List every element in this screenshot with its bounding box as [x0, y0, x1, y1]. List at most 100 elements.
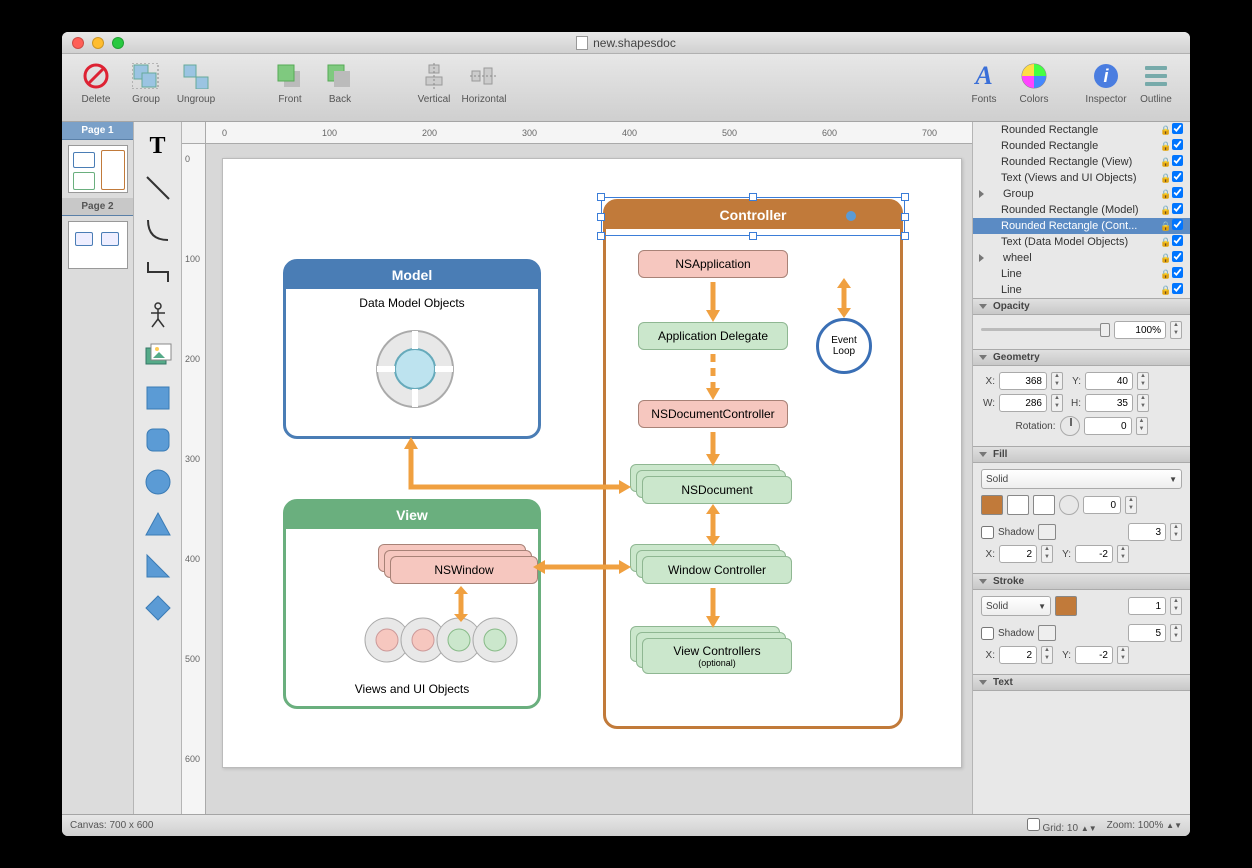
align-vertical-button[interactable]: Vertical: [410, 60, 458, 105]
fill-shadow-x[interactable]: [999, 545, 1037, 563]
nswindow-box[interactable]: NSWindow: [390, 556, 538, 584]
app-delegate-box[interactable]: Application Delegate: [638, 322, 788, 350]
page-thumb-2[interactable]: [68, 221, 128, 269]
group-button[interactable]: Group: [122, 60, 170, 105]
right-triangle-tool[interactable]: [138, 546, 178, 586]
outline-item[interactable]: Line🔒: [973, 266, 1190, 282]
circle-tool[interactable]: [138, 462, 178, 502]
geom-w-input[interactable]: [999, 394, 1047, 412]
outline-item[interactable]: Rounded Rectangle (Model)🔒: [973, 202, 1190, 218]
view-controllers-box[interactable]: View Controllers(optional): [642, 638, 792, 674]
fill-color-swatch-2[interactable]: [1007, 495, 1029, 515]
canvas-area[interactable]: 0100200300400500600700 01002003004005006…: [182, 122, 972, 814]
fill-color-swatch[interactable]: [981, 495, 1003, 515]
opacity-stepper[interactable]: ▲▼: [1170, 321, 1182, 339]
rotation-handle[interactable]: [846, 211, 856, 221]
geom-x-input[interactable]: [999, 372, 1047, 390]
grid-checkbox[interactable]: [1027, 818, 1040, 831]
inspector-panel: Rounded Rectangle🔒Rounded Rectangle🔒Roun…: [972, 122, 1190, 814]
rectangle-tool[interactable]: [138, 378, 178, 418]
outline-item[interactable]: Rounded Rectangle (View)🔒: [973, 154, 1190, 170]
rotation-dial[interactable]: [1060, 416, 1080, 436]
fill-shadow-color[interactable]: [1038, 524, 1056, 540]
geometry-header[interactable]: Geometry: [973, 349, 1190, 366]
model-panel[interactable]: Model Data Model Objects: [283, 259, 541, 439]
outline-item[interactable]: Group🔒: [973, 186, 1190, 202]
text-header[interactable]: Text: [973, 674, 1190, 691]
fonts-button[interactable]: AFonts: [960, 60, 1008, 105]
outline-item[interactable]: Text (Data Model Objects)🔒: [973, 234, 1190, 250]
canvas-size-label: Canvas: 700 x 600: [70, 820, 153, 831]
nsdocument-box[interactable]: NSDocument: [642, 476, 792, 504]
outline-item[interactable]: Rounded Rectangle🔒: [973, 122, 1190, 138]
outline-item[interactable]: Line🔒: [973, 282, 1190, 298]
outline-item[interactable]: wheel🔒: [973, 250, 1190, 266]
nsapplication-box[interactable]: NSApplication: [638, 250, 788, 278]
page-thumb-1[interactable]: [68, 145, 128, 193]
window-controller-box[interactable]: Window Controller: [642, 556, 792, 584]
selection-outline: [601, 197, 905, 236]
event-loop-circle[interactable]: Event Loop: [816, 318, 872, 374]
fill-shadow-blur[interactable]: [1128, 523, 1166, 541]
colors-button[interactable]: Colors: [1010, 60, 1058, 105]
stroke-color-swatch[interactable]: [1055, 596, 1077, 616]
geom-y-input[interactable]: [1085, 372, 1133, 390]
stroke-width-input[interactable]: [1128, 597, 1166, 615]
geom-h-input[interactable]: [1085, 394, 1133, 412]
stroke-type-select[interactable]: Solid▼: [981, 596, 1051, 616]
selection-handle[interactable]: [901, 193, 909, 201]
fill-header[interactable]: Fill: [973, 446, 1190, 463]
fill-angle-input[interactable]: [1083, 496, 1121, 514]
opacity-header[interactable]: Opacity: [973, 298, 1190, 315]
ruler-horizontal: 0100200300400500600700: [206, 122, 972, 144]
fill-shadow-checkbox[interactable]: [981, 526, 994, 539]
opacity-input[interactable]: [1114, 321, 1166, 339]
diamond-tool[interactable]: [138, 588, 178, 628]
outline-list[interactable]: Rounded Rectangle🔒Rounded Rectangle🔒Roun…: [973, 122, 1190, 298]
outline-item[interactable]: Rounded Rectangle (Cont...🔒: [973, 218, 1190, 234]
nsdoc-controller-box[interactable]: NSDocumentController: [638, 400, 788, 428]
outline-item[interactable]: Text (Views and UI Objects)🔒: [973, 170, 1190, 186]
fill-type-select[interactable]: Solid▼: [981, 469, 1182, 489]
outline-button[interactable]: Outline: [1132, 60, 1180, 105]
stroke-shadow-blur[interactable]: [1128, 624, 1166, 642]
titlebar: new.shapesdoc: [62, 32, 1190, 54]
canvas[interactable]: Model Data Model Objects View: [222, 158, 962, 768]
page-tab-1[interactable]: Page 1: [62, 122, 133, 140]
delete-button[interactable]: Delete: [72, 60, 120, 105]
triangle-tool[interactable]: [138, 504, 178, 544]
line-tool[interactable]: [138, 168, 178, 208]
back-button[interactable]: Back: [316, 60, 364, 105]
fill-color-swatch-3[interactable]: [1033, 495, 1055, 515]
selection-handle[interactable]: [901, 232, 909, 240]
stroke-shadow-checkbox[interactable]: [981, 627, 994, 640]
view-panel[interactable]: View NSWindow Views and UI Objects: [283, 499, 541, 709]
selection-handle[interactable]: [597, 213, 605, 221]
selection-handle[interactable]: [901, 213, 909, 221]
controller-panel[interactable]: Controller NSApplication Application Del…: [603, 199, 903, 729]
text-tool[interactable]: T: [138, 126, 178, 166]
image-tool[interactable]: [138, 336, 178, 376]
outline-item[interactable]: Rounded Rectangle🔒: [973, 138, 1190, 154]
inspector-button[interactable]: iInspector: [1082, 60, 1130, 105]
front-button[interactable]: Front: [266, 60, 314, 105]
ungroup-button[interactable]: Ungroup: [172, 60, 220, 105]
curve-tool[interactable]: [138, 210, 178, 250]
selection-handle[interactable]: [749, 232, 757, 240]
align-horizontal-button[interactable]: Horizontal: [460, 60, 508, 105]
selection-handle[interactable]: [749, 193, 757, 201]
fill-angle-dial[interactable]: [1059, 495, 1079, 515]
page-tab-2[interactable]: Page 2: [62, 198, 133, 216]
stroke-shadow-color[interactable]: [1038, 625, 1056, 641]
selection-handle[interactable]: [597, 193, 605, 201]
fill-shadow-y[interactable]: [1075, 545, 1113, 563]
opacity-slider[interactable]: [981, 323, 1110, 337]
stroke-shadow-y[interactable]: [1075, 646, 1113, 664]
selection-handle[interactable]: [597, 232, 605, 240]
stroke-shadow-x[interactable]: [999, 646, 1037, 664]
rounded-rect-tool[interactable]: [138, 420, 178, 460]
orthogonal-line-tool[interactable]: [138, 252, 178, 292]
rotation-input[interactable]: [1084, 417, 1132, 435]
stroke-header[interactable]: Stroke: [973, 573, 1190, 590]
person-tool[interactable]: [138, 294, 178, 334]
